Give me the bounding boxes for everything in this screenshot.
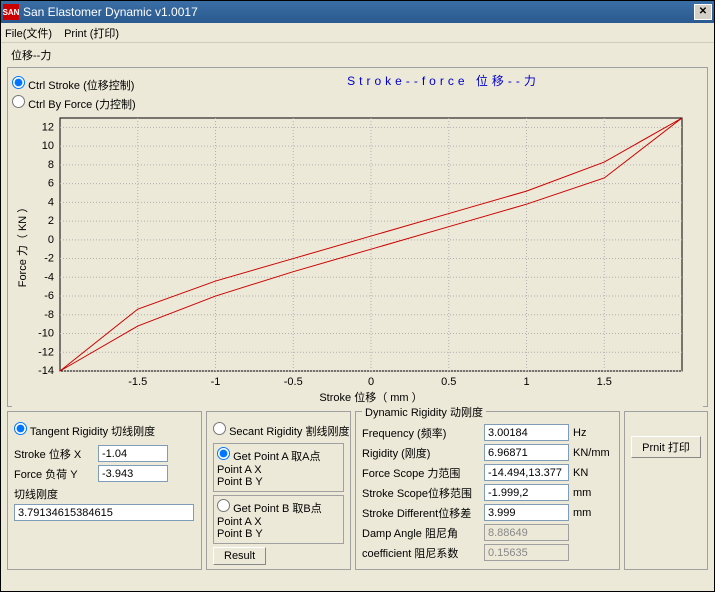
- svg-text:-12: -12: [38, 346, 54, 358]
- stroke-scope-label: Stroke Scope位移范围: [362, 485, 480, 501]
- svg-text:-6: -6: [44, 290, 54, 302]
- stroke-different-unit: mm: [573, 507, 605, 519]
- slope-label: 切线刚度: [14, 486, 195, 502]
- stroke-different-input[interactable]: [484, 504, 569, 521]
- result-button[interactable]: Result: [213, 547, 266, 565]
- svg-text:6: 6: [48, 178, 54, 190]
- stroke-scope-input[interactable]: [484, 484, 569, 501]
- menu-file[interactable]: File(文件): [5, 25, 52, 41]
- dynamic-rigidity-panel: Dynamic Rigidity 动刚度 Frequency (频率)Hz Ri…: [355, 411, 620, 570]
- force-scope-input[interactable]: [484, 464, 569, 481]
- radio-ctrl-force[interactable]: Ctrl By Force (力控制): [12, 95, 182, 112]
- print-panel: Prnit 打印: [624, 411, 708, 570]
- svg-text:-4: -4: [44, 271, 54, 283]
- stroke-x-input[interactable]: [98, 445, 168, 462]
- radio-ctrl-stroke[interactable]: Ctrl Stroke (位移控制): [12, 76, 182, 93]
- point-b-y-label-b: Point B Y: [217, 528, 340, 540]
- svg-text:0: 0: [48, 234, 54, 246]
- frequency-unit: Hz: [573, 427, 605, 439]
- radio-tangent-rigidity[interactable]: Tangent Rigidity 切线刚度: [14, 422, 155, 439]
- svg-text:0.5: 0.5: [441, 376, 456, 388]
- svg-text:-1: -1: [211, 376, 221, 388]
- app-icon: SAN: [3, 4, 19, 20]
- svg-text:1.5: 1.5: [597, 376, 612, 388]
- chart-area: -1.5 -1 -0.5 0 0.5 1 1.5 -14 -12 -10 -8 -6 -4 -2 0 2 4 6 8…: [12, 114, 703, 407]
- stroke-x-label: Stroke 位移 X: [14, 446, 94, 462]
- svg-text:-10: -10: [38, 328, 54, 340]
- point-a-x-label: Point A X: [217, 464, 340, 476]
- force-y-label: Force 负荷 Y: [14, 466, 94, 482]
- svg-text:Force 力（ KN ）: Force 力（ KN ）: [16, 202, 29, 288]
- svg-text:1: 1: [523, 376, 529, 388]
- frequency-label: Frequency (频率): [362, 425, 480, 441]
- svg-text:12: 12: [42, 121, 54, 133]
- close-icon[interactable]: ✕: [694, 4, 712, 20]
- stroke-scope-unit: mm: [573, 487, 605, 499]
- force-y-input[interactable]: [98, 465, 168, 482]
- chart-panel: Ctrl Stroke (位移控制) Ctrl By Force (力控制) S…: [7, 67, 708, 407]
- control-mode-group: Ctrl Stroke (位移控制) Ctrl By Force (力控制): [12, 72, 182, 114]
- svg-text:10: 10: [42, 140, 54, 152]
- svg-text:2: 2: [48, 215, 54, 227]
- dynamic-panel-title: Dynamic Rigidity 动刚度: [362, 404, 486, 420]
- svg-text:-0.5: -0.5: [284, 376, 303, 388]
- svg-text:-14: -14: [38, 365, 54, 377]
- print-button[interactable]: Prnit 打印: [631, 436, 701, 458]
- coefficient-label: coefficient 阻尼系数: [362, 545, 480, 561]
- point-a-x-label-b: Point A X: [217, 516, 340, 528]
- svg-text:8: 8: [48, 159, 54, 171]
- svg-text:-8: -8: [44, 309, 54, 321]
- svg-text:0: 0: [368, 376, 374, 388]
- slope-input[interactable]: [14, 504, 194, 521]
- svg-text:-2: -2: [44, 253, 54, 265]
- rigidity-unit: KN/mm: [573, 447, 605, 459]
- svg-text:4: 4: [48, 196, 54, 208]
- svg-text:Stroke 位移（ mm ）: Stroke 位移（ mm ）: [319, 390, 422, 404]
- window-title: San Elastomer Dynamic v1.0017: [23, 5, 694, 19]
- force-scope-unit: KN: [573, 467, 605, 479]
- damp-angle-label: Damp Angle 阻尼角: [362, 525, 480, 541]
- rigidity-label: Rigidity (刚度): [362, 445, 480, 461]
- secant-panel: Secant Rigidity 割线刚度 Get Point A 取A点 Poi…: [206, 411, 351, 570]
- coefficient-input: [484, 544, 569, 561]
- svg-text:-1.5: -1.5: [128, 376, 147, 388]
- point-b-y-label-a: Point B Y: [217, 476, 340, 488]
- tab-displacement-force[interactable]: 位移--力: [5, 45, 714, 65]
- main-window: SAN San Elastomer Dynamic v1.0017 ✕ File…: [0, 0, 715, 592]
- rigidity-input[interactable]: [484, 444, 569, 461]
- radio-get-point-a[interactable]: Get Point A 取A点: [217, 451, 321, 463]
- damp-angle-input: [484, 524, 569, 541]
- radio-get-point-b[interactable]: Get Point B 取B点: [217, 503, 322, 515]
- menu-print[interactable]: Print (打印): [64, 25, 119, 41]
- radio-secant-rigidity[interactable]: Secant Rigidity 割线刚度: [213, 426, 350, 438]
- menubar: File(文件) Print (打印): [1, 23, 714, 43]
- frequency-input[interactable]: [484, 424, 569, 441]
- stroke-different-label: Stroke Different位移差: [362, 505, 480, 521]
- titlebar[interactable]: SAN San Elastomer Dynamic v1.0017 ✕: [1, 1, 714, 23]
- force-scope-label: Force Scope 力范围: [362, 465, 480, 481]
- chart-title: Stroke--force 位移--力: [184, 72, 703, 91]
- tangent-panel: Tangent Rigidity 切线刚度 Stroke 位移 X Force …: [7, 411, 202, 570]
